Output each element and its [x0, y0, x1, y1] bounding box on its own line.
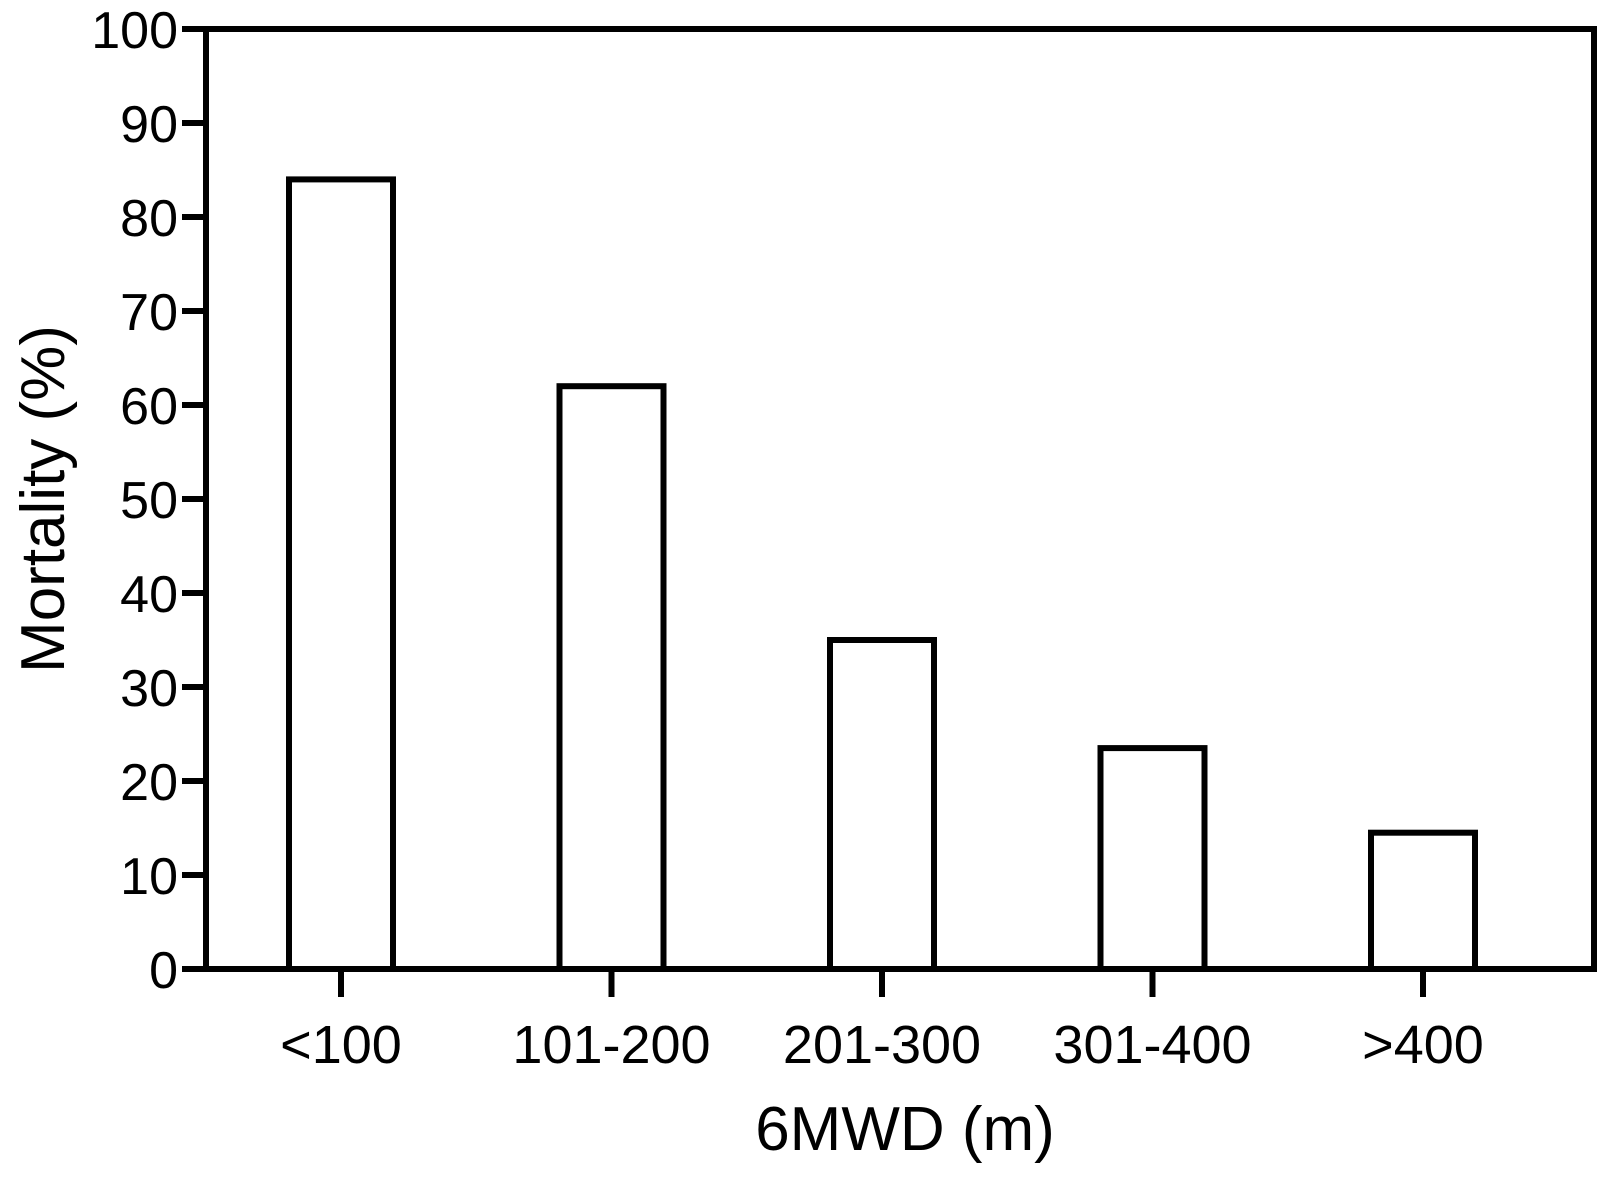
y-tick-label: 90	[120, 96, 178, 154]
y-axis-title: Mortality (%)	[9, 325, 78, 673]
x-axis-title: 6MWD (m)	[755, 1095, 1055, 1164]
bar	[827, 637, 937, 972]
x-category-label: 201-300	[783, 1015, 981, 1075]
y-axis: 0 10 20 30 40 50 60 70 80 90 100	[91, 2, 206, 1000]
bar	[1097, 745, 1208, 972]
y-tick-label: 100	[91, 2, 178, 60]
x-category-label: <100	[280, 1015, 402, 1075]
y-tick-label: 40	[120, 566, 178, 624]
y-tick-label: 70	[120, 284, 178, 342]
y-tick-label: 80	[120, 190, 178, 248]
y-tick-label: 50	[120, 472, 178, 530]
bars-group	[286, 176, 1478, 973]
bar	[286, 176, 396, 972]
bar	[1368, 829, 1478, 973]
y-tick-label: 60	[120, 378, 178, 436]
x-axis: <100 101-200 201-300 301-400 >400	[280, 969, 1484, 1075]
y-tick-label: 30	[120, 660, 178, 718]
y-tick-label: 20	[120, 754, 178, 812]
bar	[556, 383, 667, 972]
x-category-label: 101-200	[512, 1015, 710, 1075]
y-tick-label: 10	[120, 848, 178, 906]
x-category-label: 301-400	[1053, 1015, 1251, 1075]
y-tick-label: 0	[149, 942, 178, 1000]
x-category-label: >400	[1362, 1015, 1484, 1075]
